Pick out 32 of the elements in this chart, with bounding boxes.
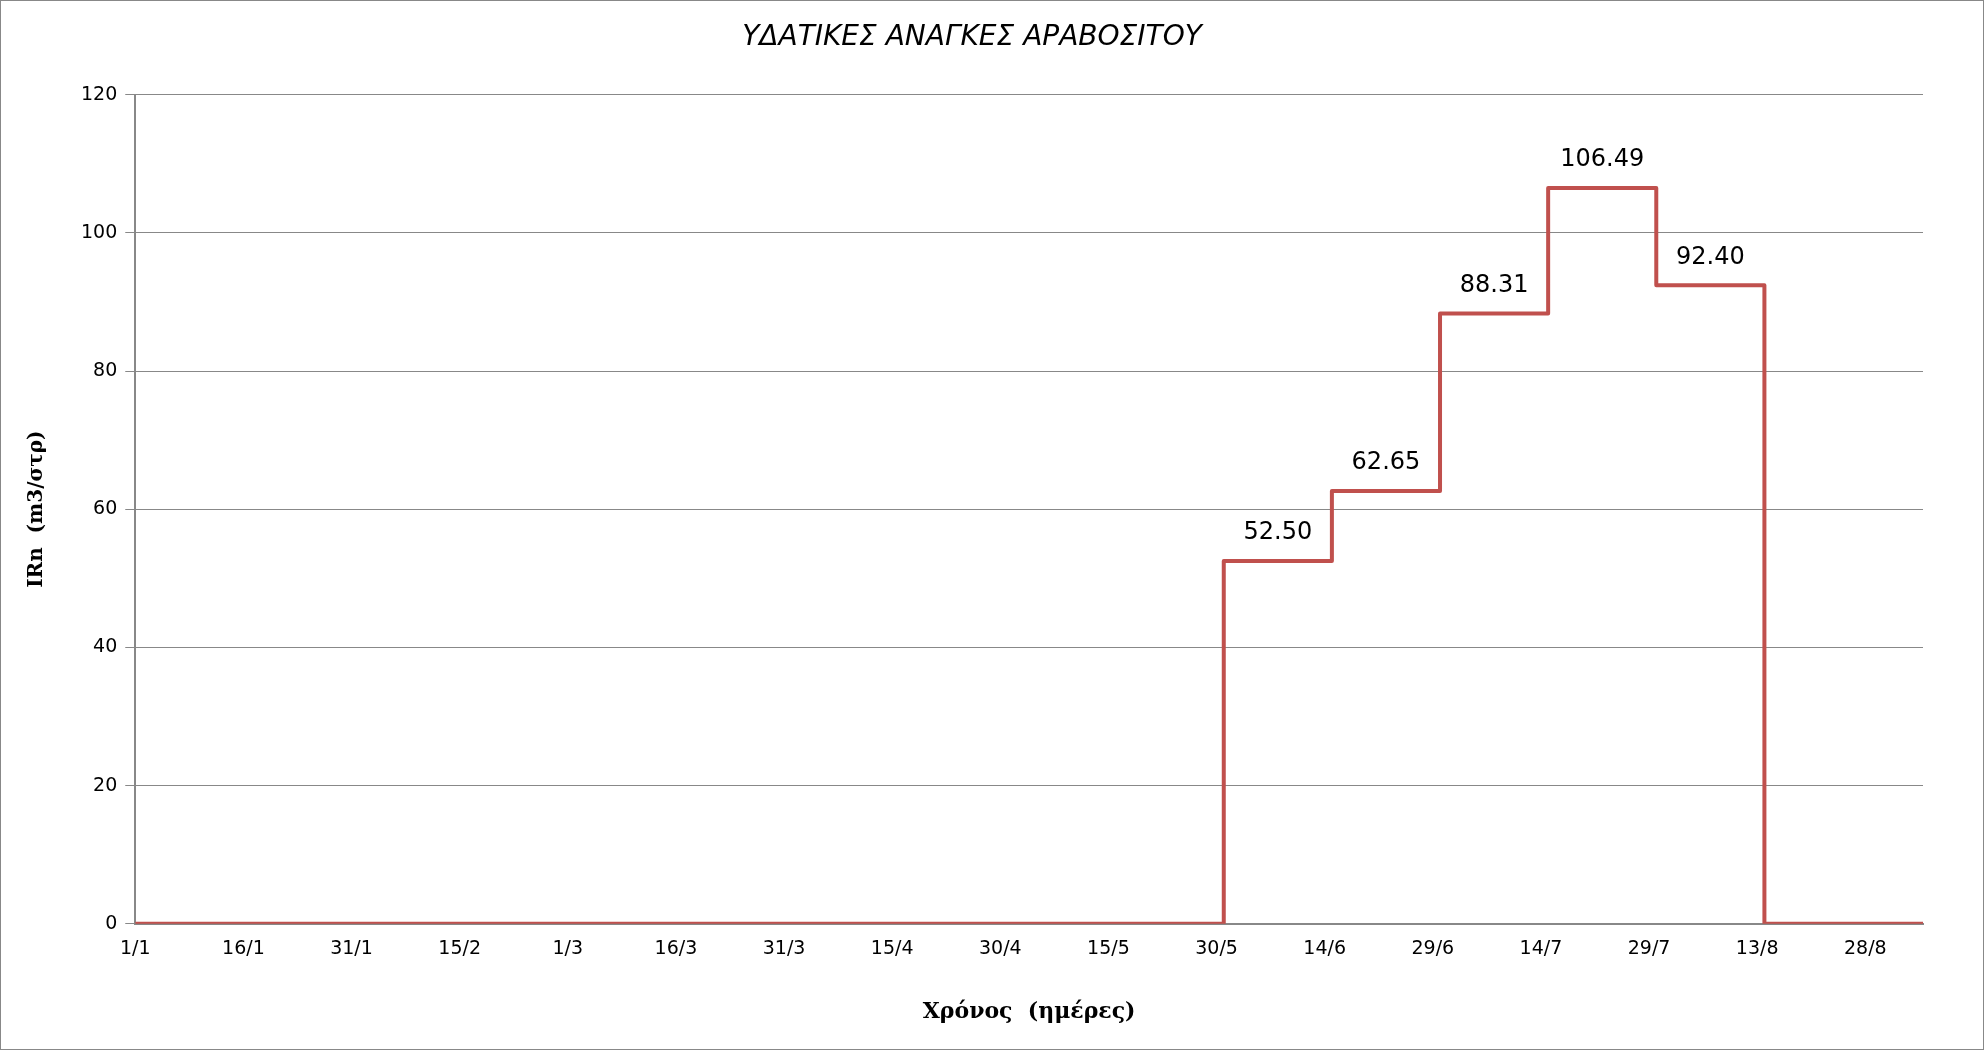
x-tick-label: 28/8 [1844,936,1887,959]
data-label: 92.40 [1675,241,1745,270]
y-tick-label: 40 [93,634,118,657]
x-tick-label: 16/3 [654,936,698,959]
y-tick-label: 60 [93,496,118,519]
data-label: 52.50 [1243,517,1313,546]
x-tick-label: 1/1 [119,936,151,959]
data-label: 88.31 [1459,269,1529,298]
y-tick-label: 0 [105,910,118,933]
x-tick-label: 15/2 [438,936,481,959]
x-tick-label: 15/4 [870,936,914,959]
x-tick-label: 31/1 [330,936,373,959]
chart-title: ΥΔΑΤΙΚΕΣ ΑΝΑΓΚΕΣ ΑΡΑΒΟΣΙΤΟΥ [742,19,1204,53]
x-tick-label: 13/8 [1735,936,1779,959]
y-tick-label: 20 [93,772,118,795]
x-tick-label: 30/5 [1195,936,1238,959]
x-tick-label: 30/4 [978,936,1022,959]
y-tick-label: 80 [93,357,118,380]
x-tick-label: 14/6 [1303,936,1347,959]
x-tick-label: 1/3 [552,936,584,959]
y-axis-title: IRn (m3/στρ) [23,430,48,588]
x-axis-title: Χρόνος (ημέρες) [922,996,1136,1023]
data-label: 62.65 [1351,447,1421,476]
x-tick-label: 29/7 [1627,936,1671,959]
x-tick-label: 16/1 [222,936,265,959]
data-label: 106.49 [1560,144,1645,173]
y-tick-label: 100 [81,219,118,242]
x-tick-label: 31/3 [762,936,806,959]
x-tick-label: 29/6 [1411,936,1455,959]
x-tick-label: 14/7 [1519,936,1563,959]
x-tick-label: 15/5 [1087,936,1130,959]
y-tick-label: 120 [81,81,118,104]
